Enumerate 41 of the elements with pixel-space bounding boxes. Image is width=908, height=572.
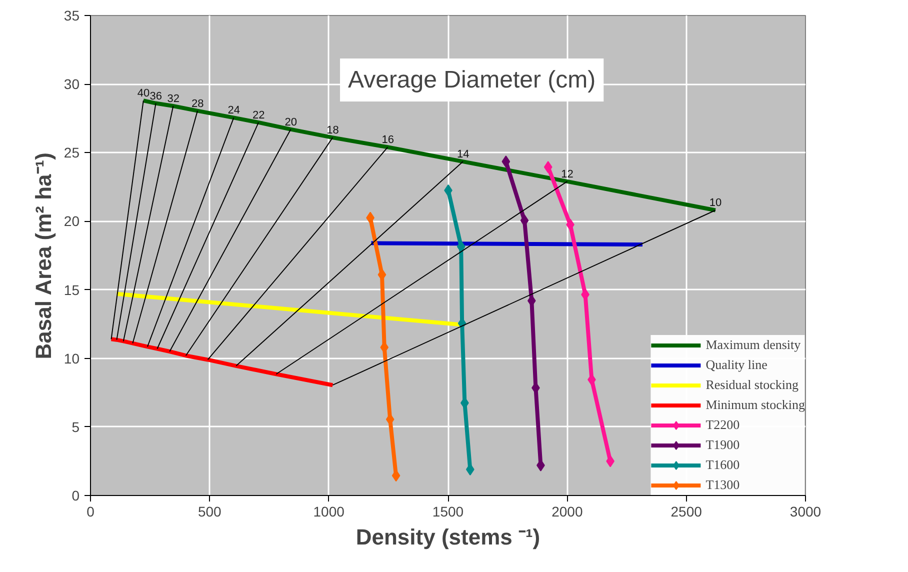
line-series [109, 337, 335, 388]
legend-label: Quality line [706, 357, 768, 373]
y-tick-label: 20 [64, 213, 80, 230]
text: Average Diameter (cm) [348, 66, 596, 94]
x-tick-label: 0 [86, 504, 95, 520]
legend-label: Minimum stocking [706, 397, 805, 413]
x-tick-label: 2000 [552, 504, 583, 520]
y-tick-label: 0 [72, 488, 80, 504]
legend-label: T1300 [706, 477, 740, 493]
legend-label: Maximum density [706, 337, 801, 353]
y-tick-label: 35 [64, 8, 80, 24]
x-tick-label: 2500 [670, 504, 702, 520]
annotation: 12 [561, 168, 574, 180]
annotation: 16 [382, 134, 394, 146]
annotation: 20 [284, 116, 297, 128]
point [544, 161, 552, 174]
y-tick-label: 25 [64, 144, 80, 161]
x-tick-label: 1000 [313, 504, 345, 520]
y-axis-title: Basal Area (m² ha⁻¹) [30, 152, 56, 360]
legend-label: Residual stocking [706, 377, 798, 393]
x-tick-label: 3000 [790, 504, 822, 520]
annotation: 14 [457, 148, 470, 161]
annotation: 32 [167, 93, 180, 106]
annotation: 28 [192, 98, 204, 110]
x-tick-label: 500 [198, 504, 222, 520]
point [502, 156, 510, 168]
legend-label: T2200 [706, 417, 740, 433]
y-tick-label: 15 [64, 282, 80, 298]
annotation: 40 [137, 88, 150, 100]
annotation: 10 [709, 197, 722, 210]
y-tick-label: 5 [72, 418, 80, 435]
annotation: 36 [150, 90, 162, 102]
y-tick-label: 10 [64, 350, 80, 366]
annotation: 24 [228, 104, 240, 117]
x-tick-label: 1500 [432, 504, 464, 520]
legend-label: T1900 [706, 437, 740, 453]
annotation: 22 [252, 109, 265, 122]
legend-label: T1600 [706, 457, 740, 473]
annotation: 18 [326, 124, 339, 137]
y-tick-label: 30 [64, 76, 80, 92]
x-axis-title: Density (stems ⁻¹) [356, 524, 540, 550]
